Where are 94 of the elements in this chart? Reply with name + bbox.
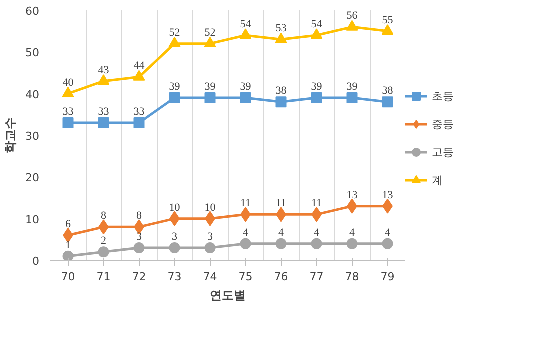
point [240,28,252,40]
point [346,20,358,31]
legend-label: 계 [432,172,444,188]
legend-label: 고등 [432,144,454,160]
point [382,24,394,36]
legend-label: 초등 [432,88,454,104]
point [134,118,145,128]
data-label: 38 [276,85,288,98]
x-tick-label: 78 [345,270,360,284]
x-tick-label: 72 [132,270,146,284]
point [240,92,252,104]
data-label: 33 [98,106,110,118]
point [240,238,252,250]
y-tick-label: 20 [26,172,40,185]
data-label: 11 [240,198,252,210]
point [134,242,145,254]
y-tick-label: 60 [26,5,40,18]
data-label: 6 [66,218,72,230]
data-label: 4 [243,226,249,239]
point [62,118,74,128]
data-label: 33 [62,106,74,118]
data-label: 10 [204,202,216,214]
data-label: 44 [134,60,146,72]
x-tick-label: 74 [203,270,218,284]
x-tick-label: 75 [238,270,253,284]
data-label: 40 [62,76,74,89]
point [133,70,146,81]
data-label: 54 [311,18,323,30]
data-label: 13 [346,189,358,202]
data-label: 8 [136,210,142,222]
data-label: 52 [204,26,216,39]
x-tick-label: 71 [96,270,111,284]
point [63,228,74,243]
x-tick-label: 73 [168,270,182,284]
data-label: 4 [314,226,320,239]
y-tick-label: 30 [26,130,40,143]
point [169,242,180,254]
data-label: 39 [311,81,323,93]
point [276,96,287,108]
point [346,238,358,250]
data-label: 11 [311,198,322,210]
x-tick-label: 76 [274,270,288,284]
point [204,242,216,254]
data-label: 54 [240,18,252,30]
point [204,92,216,104]
data-label: 55 [382,14,394,26]
point [346,92,358,104]
data-label: 38 [382,85,394,98]
point [276,238,287,250]
y-tick-label: 50 [26,46,40,60]
data-label: 39 [204,81,216,93]
data-label: 39 [240,81,252,93]
point [310,28,323,40]
point [311,238,322,250]
data-label: 3 [208,231,214,243]
point [275,32,288,44]
data-label: 4 [385,226,391,239]
data-label: 3 [136,231,142,243]
data-label: 43 [98,64,110,76]
point [62,250,74,260]
data-label: 52 [169,26,180,39]
data-label: 33 [134,106,146,118]
point [311,92,322,104]
data-label: 11 [276,198,287,210]
y-tick-label: 0 [32,255,40,268]
point [98,74,110,86]
point [168,36,181,48]
y-tick-label: 40 [26,88,40,102]
y-tick-label: 10 [26,213,40,226]
data-label: 10 [169,202,181,214]
point [98,246,110,258]
data-label: 3 [172,231,178,243]
data-label: 2 [101,235,106,248]
data-label: 4 [350,226,356,239]
data-label: 39 [169,81,181,93]
point [382,96,394,108]
y-axis-title: 학교수 [4,118,18,154]
data-label: 56 [346,10,358,22]
x-tick-label: 70 [61,270,76,284]
x-axis-title: 연도별 [210,288,246,302]
point [204,36,216,48]
point [382,238,394,250]
point [169,92,180,104]
data-label: 8 [101,210,107,222]
point [62,86,74,98]
data-label: 1 [66,239,71,252]
point [98,118,110,128]
data-label: 53 [276,22,288,35]
data-label: 39 [346,81,358,93]
x-tick-label: 79 [380,270,395,284]
data-label: 4 [278,226,284,239]
legend-label: 중등 [432,116,454,132]
x-tick-label: 77 [310,270,324,284]
data-label: 13 [382,189,394,202]
